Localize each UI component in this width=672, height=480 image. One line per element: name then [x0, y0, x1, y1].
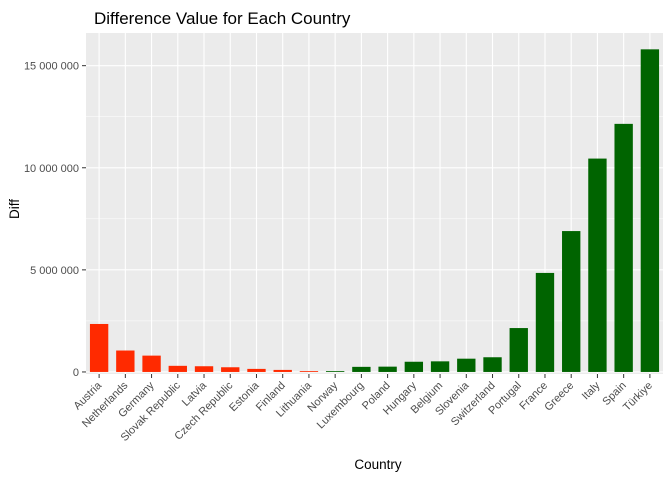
bar-luxembourg — [352, 366, 371, 372]
y-tick-label: 0 — [73, 367, 79, 379]
y-axis-title: Diff — [7, 199, 22, 219]
x-tick-label: Türkiye — [621, 380, 655, 414]
x-tick-label: Italy — [580, 379, 603, 402]
bar-austria — [89, 323, 109, 372]
bar-finland — [273, 369, 292, 372]
bar-slovak-republic — [168, 365, 187, 372]
bar-hungary — [404, 361, 424, 372]
bar-netherlands — [116, 350, 135, 372]
bar-greece — [562, 231, 581, 372]
y-tick-label: 15 000 000 — [24, 61, 79, 73]
bar-belgium — [430, 361, 450, 372]
bar-portugal — [509, 328, 528, 372]
x-axis-title: Country — [354, 457, 402, 472]
bar-czech-republic — [221, 367, 240, 372]
y-axis: 0 5 000 000 10 000 000 15 000 000 — [24, 61, 86, 379]
x-tick-label: Greece — [542, 380, 576, 414]
y-tick-label: 10 000 000 — [24, 163, 79, 175]
bar-switzerland — [483, 357, 502, 372]
bar-france — [535, 272, 555, 372]
bar-italy — [588, 158, 607, 372]
bar-poland — [378, 366, 397, 372]
bar-germany — [142, 355, 161, 372]
bars — [89, 49, 660, 372]
bar-spain — [614, 123, 633, 372]
bar-norway — [325, 371, 345, 372]
y-tick-label: 5 000 000 — [30, 265, 79, 277]
bar-estonia — [247, 368, 266, 372]
chart-title: Difference Value for Each Country — [94, 9, 351, 28]
bar-t-rkiye — [640, 49, 660, 372]
bar-latvia — [194, 366, 214, 372]
bar-lithuania — [299, 371, 319, 372]
bar-slovenia — [457, 358, 476, 372]
